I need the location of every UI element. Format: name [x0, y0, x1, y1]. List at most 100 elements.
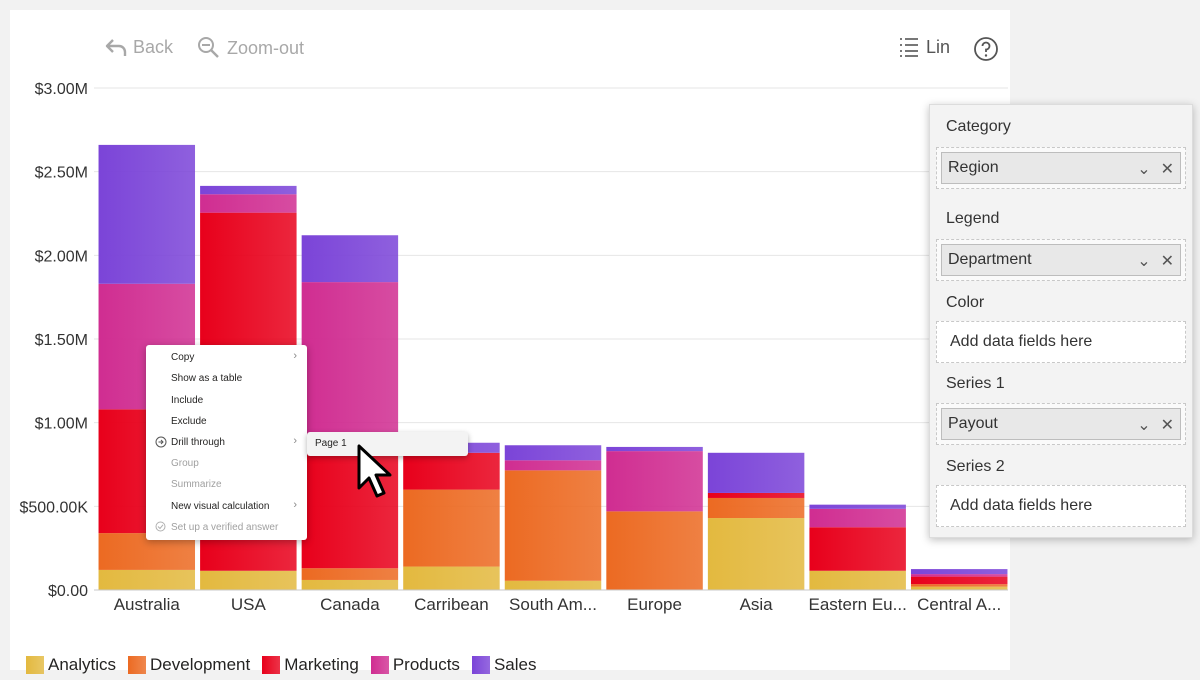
legend-label: Analytics	[48, 655, 117, 674]
bar-segment	[707, 518, 805, 590]
legend-item[interactable]: Products	[370, 655, 460, 675]
bar-segment	[301, 235, 399, 283]
x-tick-label: Eastern Eu...	[809, 595, 907, 614]
close-icon[interactable]: ✕	[1160, 417, 1174, 434]
x-tick-label: Asia	[740, 595, 774, 614]
color-well-label: Color	[946, 294, 985, 311]
legend-item[interactable]: Analytics	[26, 655, 116, 675]
bar-segment	[910, 586, 1008, 590]
menu-item-set-up-verified-answer-label: Set up a verified answer	[171, 522, 279, 533]
legend-field-pill[interactable]: Department ⌄ ✕	[941, 244, 1181, 276]
chevron-right-icon: ›	[293, 435, 297, 447]
x-tick-label: USA	[231, 595, 267, 614]
y-tick-label: $0.00	[48, 583, 88, 600]
legend-label: Sales	[493, 655, 537, 674]
bar-segment	[504, 470, 602, 581]
chart-visual[interactable]: Back Zoom-out Lin $0.00 $500.00K $1.00M $1.…	[10, 10, 1010, 674]
chevron-down-icon[interactable]: ⌄	[1137, 161, 1151, 178]
x-tick-label: Australia	[114, 595, 181, 614]
bar-segment	[910, 569, 1008, 575]
bar-segment	[200, 570, 297, 590]
back-button[interactable]: Back	[105, 36, 173, 58]
color-well-placeholder: Add data fields here	[950, 333, 1093, 350]
bar-segment	[504, 445, 602, 461]
x-tick-label: South Am...	[509, 595, 597, 614]
bar-segment	[707, 492, 805, 498]
legend-well-label: Legend	[946, 210, 1000, 227]
bar-segment	[809, 527, 906, 571]
help-button[interactable]	[973, 36, 999, 62]
bar-segment	[403, 452, 500, 490]
category-well-label: Category	[946, 118, 1011, 135]
series1-well-label: Series 1	[946, 375, 1005, 392]
legend: Analytics Development Marketing Products Sal…	[26, 655, 536, 675]
menu-item-drill-through[interactable]: Drill through	[171, 437, 225, 448]
legend-item[interactable]: Marketing	[262, 655, 359, 675]
category-well[interactable]: Region ⌄ ✕	[936, 147, 1186, 189]
close-icon[interactable]: ✕	[1160, 161, 1174, 178]
menu-item-set-up-verified-answer[interactable]: Set up a verified answer	[171, 522, 278, 533]
menu-item-drill-through-label: Drill through	[171, 437, 225, 448]
legend-item[interactable]: Sales	[471, 655, 537, 675]
legend-swatch	[26, 656, 44, 674]
menu-item-new-visual-calculation-label: New visual calculation	[171, 501, 270, 512]
legend-swatch	[471, 656, 490, 674]
series1-field-value: Payout	[948, 415, 998, 432]
zoom-out-button[interactable]: Zoom-out	[197, 36, 304, 60]
menu-item-exclude[interactable]: Exclude	[171, 416, 207, 427]
y-tick-label: $500.00K	[19, 499, 88, 516]
chevron-down-icon[interactable]: ⌄	[1137, 253, 1151, 270]
submenu-item-page1[interactable]: Page 1	[315, 438, 347, 449]
bar-segment	[301, 282, 399, 455]
bar-segment	[98, 144, 196, 284]
menu-item-group[interactable]: Group	[171, 458, 199, 469]
legend-well[interactable]: Department ⌄ ✕	[936, 239, 1186, 281]
close-icon[interactable]: ✕	[1160, 253, 1174, 270]
bar-segment	[707, 452, 805, 493]
chevron-right-icon: ›	[293, 350, 297, 362]
chevron-down-icon[interactable]: ⌄	[1137, 417, 1151, 434]
bar-segment	[606, 511, 703, 590]
bar-segment	[910, 584, 1008, 587]
list-icon	[900, 38, 918, 57]
bar-segment	[504, 580, 602, 590]
legend-item[interactable]: Development	[128, 655, 250, 675]
bar-segment	[606, 446, 703, 452]
zoom-out-icon	[198, 37, 219, 58]
series2-well-label: Series 2	[946, 458, 1005, 475]
y-tick-label: $1.00M	[35, 416, 88, 433]
bar-segment	[98, 569, 196, 590]
stacked-bar-chart[interactable]: $0.00 $500.00K $1.00M $1.50M $2.00M $2.50M $3.…	[10, 10, 1010, 640]
menu-item-copy[interactable]: Copy	[171, 352, 194, 363]
chevron-right-icon: ›	[293, 499, 297, 511]
menu-item-copy-label: Copy	[171, 352, 195, 363]
x-tick-label: Central A...	[917, 595, 1001, 614]
bar-segment	[403, 566, 500, 590]
bar-segment	[809, 504, 906, 509]
series2-well[interactable]: Add data fields here	[936, 485, 1186, 527]
series2-well-placeholder: Add data fields here	[950, 497, 1093, 514]
bar-segment	[403, 489, 500, 567]
legend-swatch	[370, 656, 389, 674]
category-field-pill[interactable]: Region ⌄ ✕	[941, 152, 1181, 184]
legend-label: Marketing	[284, 655, 359, 674]
series1-field-pill[interactable]: Payout ⌄ ✕	[941, 408, 1181, 440]
category-field-value: Region	[948, 159, 999, 176]
bar-segment	[606, 451, 703, 512]
bar-segment	[809, 570, 906, 590]
legend-swatch	[128, 656, 147, 674]
legend-swatch	[262, 656, 281, 674]
menu-item-summarize[interactable]: Summarize	[171, 479, 222, 490]
menu-item-new-visual-calculation[interactable]: New visual calculation	[171, 501, 269, 512]
menu-item-include[interactable]: Include	[171, 395, 203, 406]
bar-segment	[200, 194, 297, 213]
color-well[interactable]: Add data fields here	[936, 321, 1186, 363]
menu-item-show-as-table[interactable]: Show as a table	[171, 373, 242, 384]
series1-well[interactable]: Payout ⌄ ✕	[936, 403, 1186, 445]
bar-segment	[504, 460, 602, 471]
legend-field-value: Department	[948, 251, 1032, 268]
y-tick-label: $3.00M	[35, 81, 88, 98]
menu-item-group-label: Group	[171, 458, 199, 469]
x-tick-label: Canada	[320, 595, 380, 614]
lin-toggle-button[interactable]: Lin	[898, 36, 950, 58]
